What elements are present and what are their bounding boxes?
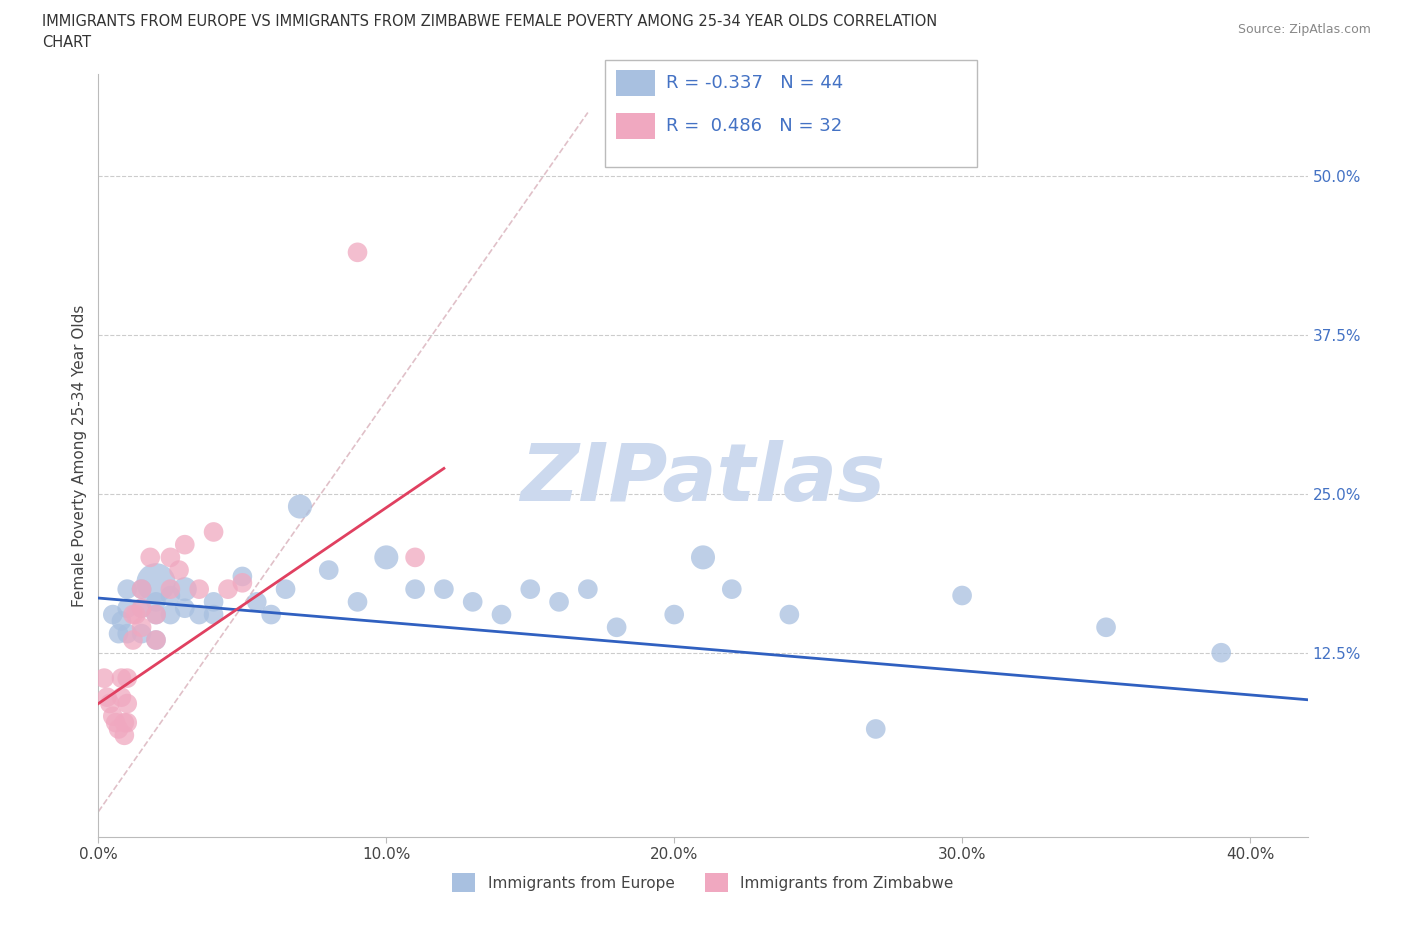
Point (375, 550, 398, 565)
Point (101, 607, 124, 622)
Point (1095, 620, 1118, 635)
Point (231, 576, 253, 591)
Point (131, 626, 153, 641)
Point (110, 671, 132, 685)
Point (131, 620, 153, 635)
Point (288, 499, 311, 514)
Point (131, 601, 153, 616)
Point (346, 245, 368, 259)
Point (167, 563, 190, 578)
Point (246, 594, 269, 609)
Point (112, 715, 135, 730)
Point (576, 582, 599, 597)
Point (122, 632, 145, 647)
Point (519, 582, 541, 597)
Point (1211, 645, 1233, 660)
Point (115, 601, 138, 616)
Point (115, 671, 138, 685)
Point (115, 696, 138, 711)
Point (346, 594, 368, 609)
Text: Source: ZipAtlas.com: Source: ZipAtlas.com (1237, 23, 1371, 36)
Text: R =  0.486   N = 32: R = 0.486 N = 32 (666, 117, 842, 136)
Point (115, 582, 138, 597)
Point (98, 696, 121, 711)
Point (692, 550, 714, 565)
Point (145, 632, 167, 647)
Point (107, 722, 129, 737)
Point (202, 594, 225, 609)
Point (93, 671, 115, 685)
Point (188, 607, 211, 622)
Legend: Immigrants from Europe, Immigrants from Zimbabwe: Immigrants from Europe, Immigrants from … (446, 867, 960, 898)
Point (173, 538, 195, 552)
Point (107, 626, 129, 641)
Point (110, 690, 132, 705)
Point (139, 550, 162, 565)
Point (606, 620, 628, 635)
Text: R = -0.337   N = 44: R = -0.337 N = 44 (666, 73, 844, 92)
Point (548, 594, 571, 609)
Point (131, 582, 153, 597)
Point (461, 594, 484, 609)
Point (131, 601, 153, 616)
Point (145, 576, 167, 591)
Point (778, 607, 800, 622)
Point (159, 582, 181, 597)
Point (131, 582, 153, 597)
Text: CHART: CHART (42, 35, 91, 50)
Point (217, 582, 239, 597)
Point (202, 525, 225, 539)
Point (950, 588, 973, 603)
Point (96, 690, 118, 705)
Point (125, 607, 148, 622)
Text: IMMIGRANTS FROM EUROPE VS IMMIGRANTS FROM ZIMBABWE FEMALE POVERTY AMONG 25-34 YE: IMMIGRANTS FROM EUROPE VS IMMIGRANTS FRO… (42, 14, 938, 29)
Point (231, 569, 253, 584)
Point (112, 728, 135, 743)
Point (145, 632, 167, 647)
Point (433, 582, 456, 597)
Point (145, 607, 167, 622)
Point (159, 588, 181, 603)
Point (202, 607, 225, 622)
Point (720, 582, 742, 597)
Point (101, 709, 124, 724)
Point (122, 607, 145, 622)
Point (188, 582, 211, 597)
Point (274, 582, 297, 597)
Point (318, 563, 340, 578)
Point (159, 607, 181, 622)
Text: ZIPatlas: ZIPatlas (520, 440, 886, 518)
Point (173, 601, 195, 616)
Point (104, 715, 127, 730)
Y-axis label: Female Poverty Among 25-34 Year Olds: Female Poverty Among 25-34 Year Olds (72, 304, 87, 607)
Point (173, 582, 195, 597)
Point (260, 607, 283, 622)
Point (491, 607, 513, 622)
Point (159, 550, 181, 565)
Point (115, 715, 138, 730)
Point (404, 550, 426, 565)
Point (865, 722, 887, 737)
Point (110, 614, 132, 629)
Point (145, 594, 167, 609)
Point (404, 582, 426, 597)
Point (664, 607, 686, 622)
Point (145, 607, 167, 622)
Point (115, 626, 138, 641)
